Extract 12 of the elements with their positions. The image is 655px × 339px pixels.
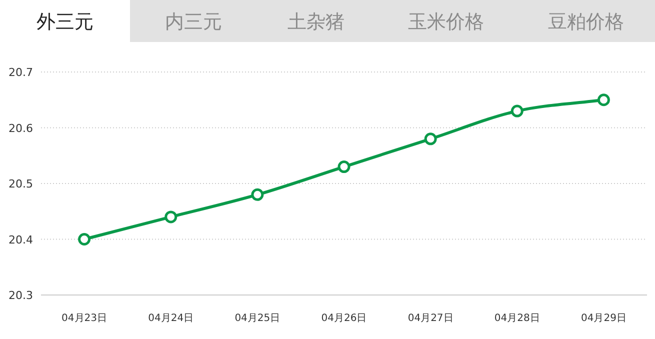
y-tick-label: 20.6 (8, 122, 33, 135)
y-tick-label: 20.7 (8, 66, 33, 79)
x-tick-label: 04月27日 (408, 313, 454, 324)
x-tick-label: 04月26日 (321, 313, 367, 324)
y-tick-label: 20.4 (8, 233, 33, 246)
y-tick-label: 20.5 (8, 178, 33, 190)
x-tick-label: 04月28日 (494, 313, 540, 324)
x-tick-label: 04月29日 (580, 313, 626, 324)
x-tick-label: 04月25日 (234, 313, 280, 324)
y-tick-label: 20.3 (8, 289, 33, 302)
x-tick-label: 04月23日 (62, 313, 108, 324)
x-tick-label: 04月24日 (148, 313, 194, 324)
